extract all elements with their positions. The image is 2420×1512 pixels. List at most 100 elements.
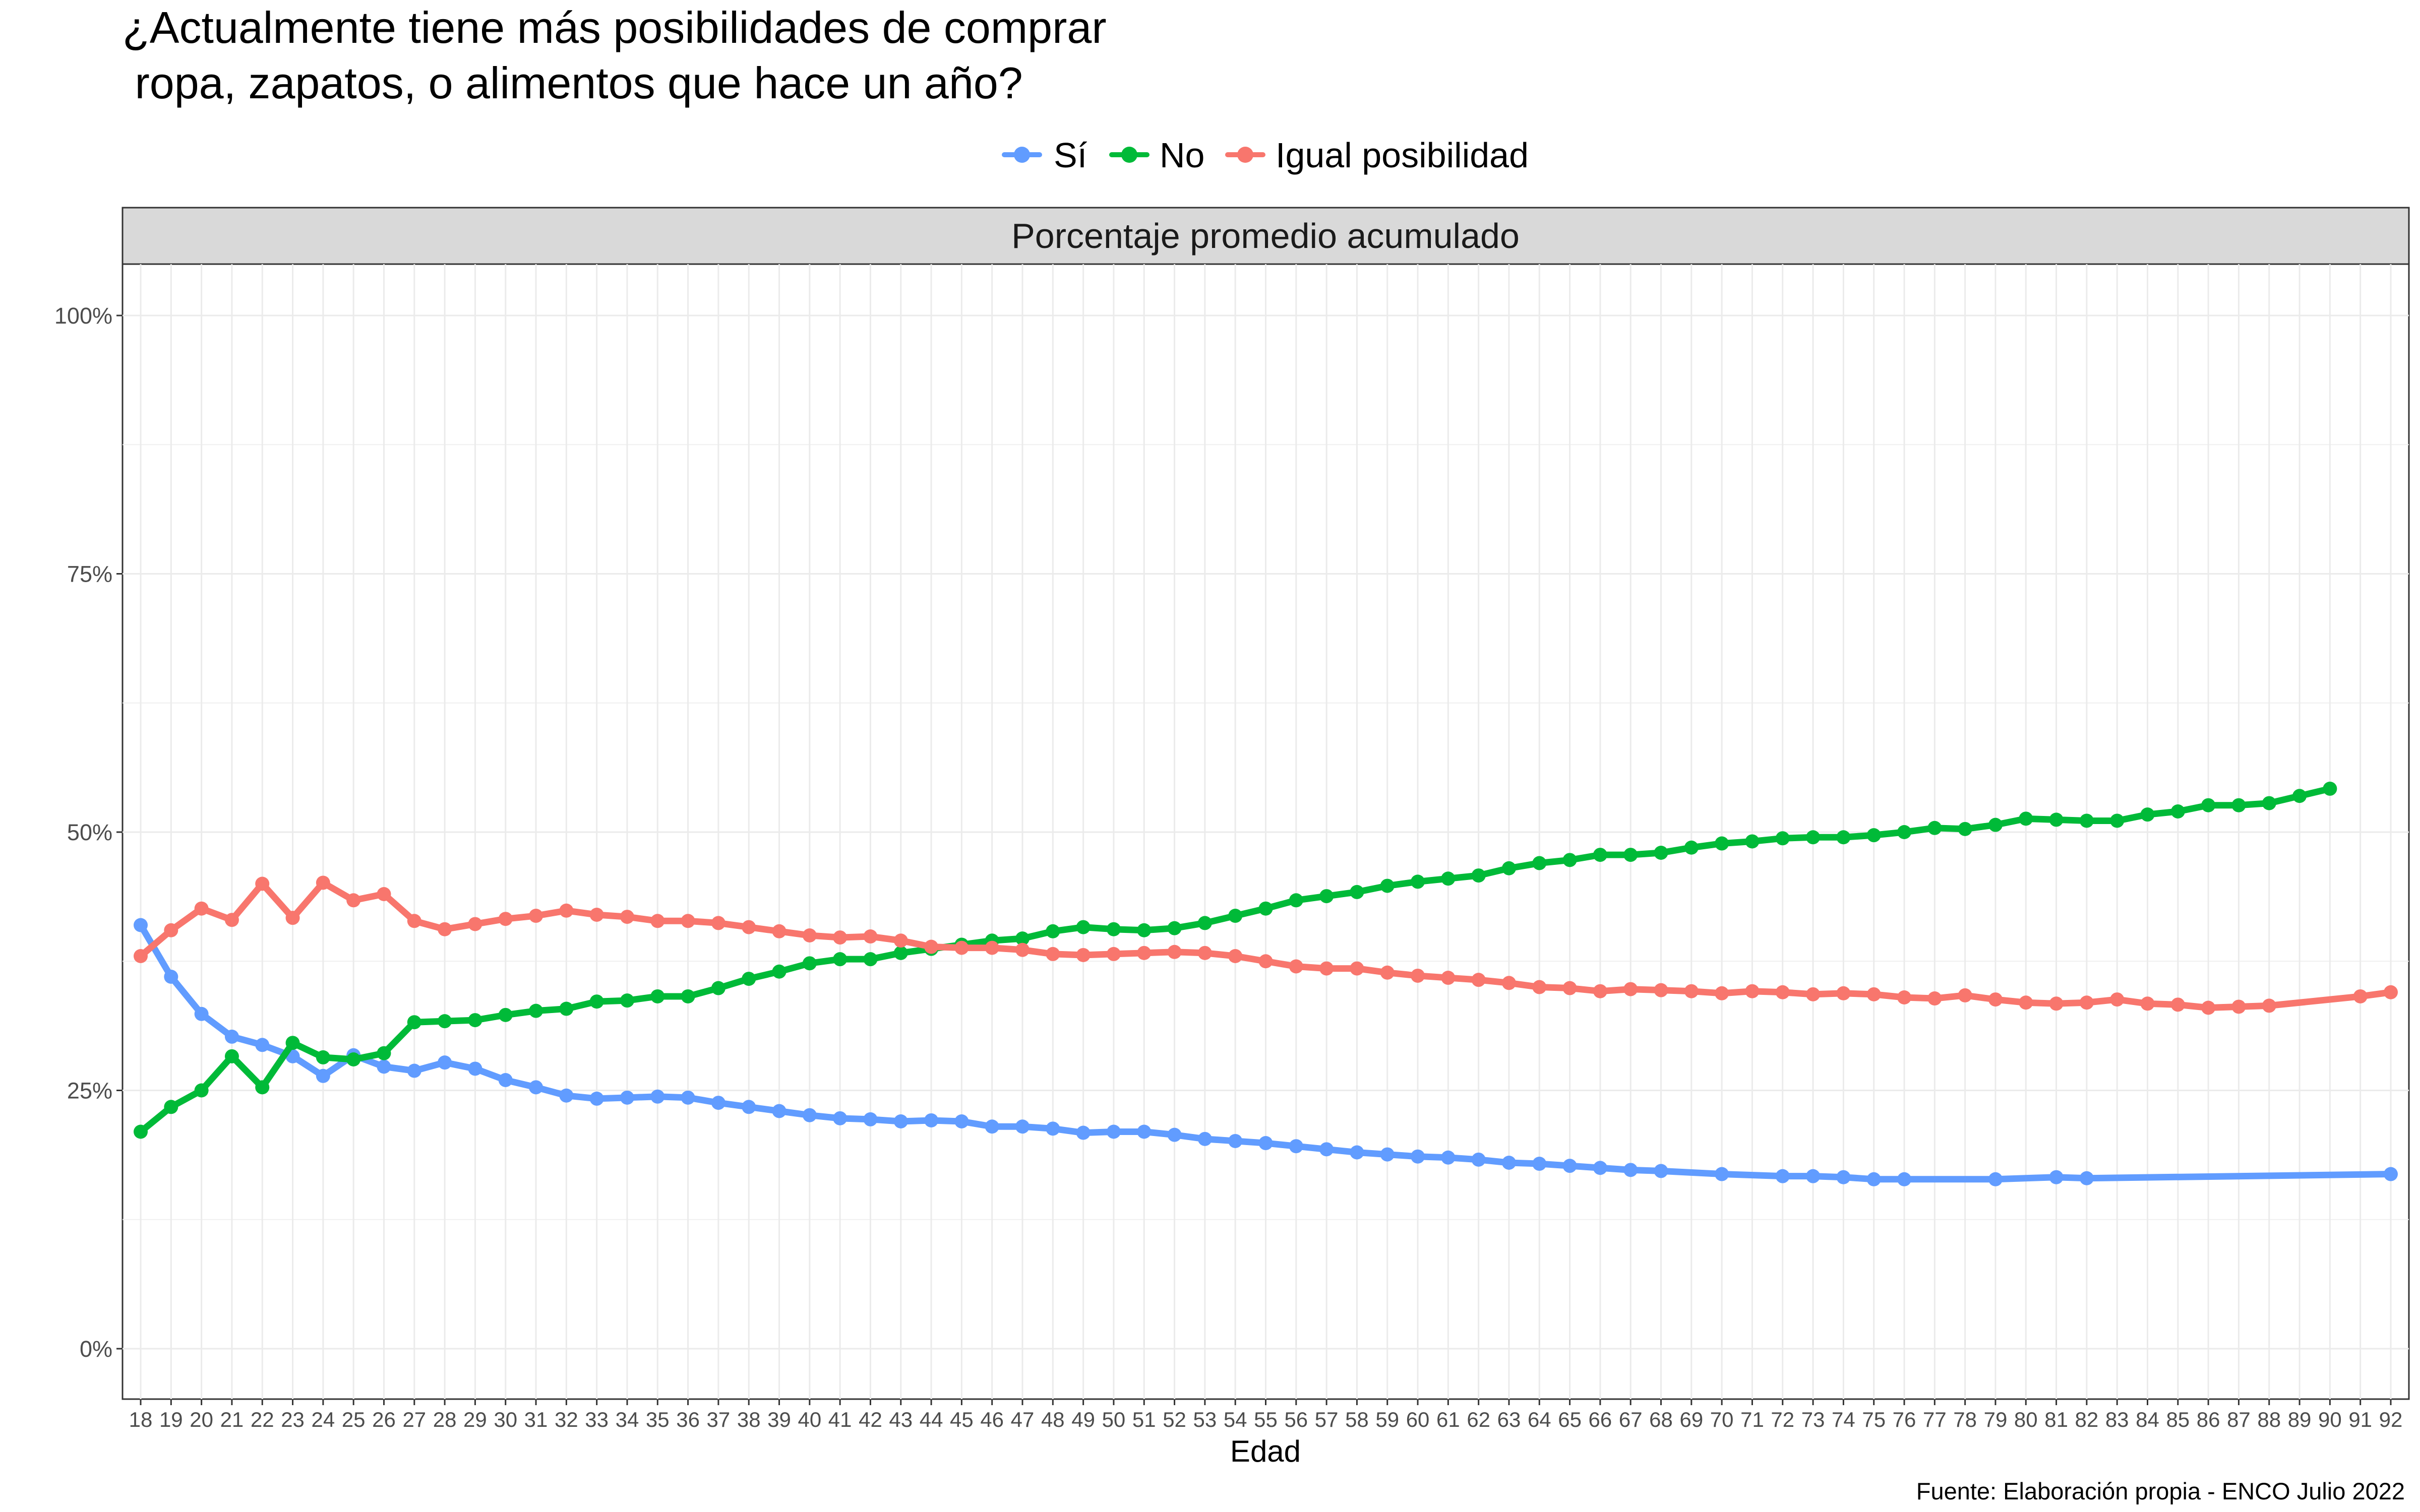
x-tick-label: 51: [1132, 1408, 1156, 1431]
x-tick-label: 31: [524, 1408, 548, 1431]
x-tick-label: 57: [1315, 1408, 1339, 1431]
data-point: [1532, 1157, 1546, 1171]
x-tick-label: 26: [372, 1408, 396, 1431]
data-point: [2110, 992, 2124, 1006]
data-point: [529, 909, 543, 923]
legend-marker-no: [1121, 147, 1137, 163]
data-point: [2171, 804, 2185, 818]
data-point: [255, 1038, 269, 1052]
data-point: [803, 1108, 817, 1122]
data-point: [1563, 981, 1577, 995]
data-point: [1715, 837, 1729, 851]
data-point: [499, 1073, 513, 1087]
data-point: [1654, 846, 1668, 860]
chart-title-line-2: ropa, zapatos, o alimentos que hace un a…: [123, 58, 1023, 108]
data-point: [1015, 943, 1030, 957]
data-point: [1289, 893, 1303, 907]
data-point: [468, 917, 482, 931]
data-point: [924, 1113, 938, 1127]
data-point: [438, 922, 452, 936]
data-point: [1380, 1148, 1395, 1162]
legend: Sí No Igual posibilidad: [1004, 136, 1529, 175]
data-point: [1107, 922, 1121, 936]
data-point: [1684, 841, 1699, 855]
data-point: [1836, 830, 1850, 844]
x-tick-label: 47: [1011, 1408, 1035, 1431]
data-point: [2231, 999, 2246, 1014]
legend-item-no: No: [1112, 136, 1204, 175]
x-tick-label: 63: [1497, 1408, 1521, 1431]
x-tick-label: 65: [1558, 1408, 1582, 1431]
data-point: [559, 1089, 573, 1103]
data-point: [1076, 1126, 1091, 1140]
data-point: [2171, 997, 2185, 1012]
data-point: [316, 1050, 330, 1064]
data-point: [316, 1069, 330, 1083]
data-point: [894, 946, 908, 960]
y-tick-label: 50%: [67, 820, 112, 845]
data-point: [1441, 1151, 1455, 1165]
data-point: [1806, 830, 1820, 844]
data-point: [1411, 1150, 1425, 1164]
x-tick-label: 56: [1284, 1408, 1308, 1431]
data-point: [1836, 1170, 1850, 1184]
data-point: [1168, 921, 1182, 935]
data-point: [1472, 868, 1486, 883]
data-point: [590, 1092, 604, 1106]
x-tick-label: 81: [2044, 1408, 2068, 1431]
data-point: [1623, 848, 1638, 862]
data-point: [1441, 971, 1455, 985]
x-tick-label: 88: [2257, 1408, 2281, 1431]
legend-label-igual-posibilidad: Igual posibilidad: [1276, 136, 1529, 175]
x-tick-label: 91: [2348, 1408, 2372, 1431]
data-point: [225, 1030, 239, 1044]
data-point: [499, 1008, 513, 1022]
data-point: [742, 920, 756, 934]
data-point: [1502, 976, 1516, 990]
x-tick-label: 37: [707, 1408, 731, 1431]
data-point: [1593, 984, 1607, 998]
data-point: [1472, 1153, 1486, 1167]
source-caption: Fuente: Elaboración propia - ENCO Julio …: [1916, 1478, 2405, 1504]
data-point: [1988, 1172, 2003, 1186]
x-tick-label: 85: [2166, 1408, 2190, 1431]
data-point: [1411, 874, 1425, 889]
x-tick-label: 61: [1436, 1408, 1460, 1431]
data-point: [2201, 1001, 2215, 1015]
x-tick-label: 79: [1984, 1408, 2008, 1431]
data-point: [164, 970, 178, 984]
data-point: [985, 1119, 999, 1133]
chart-title-line-1: ¿Actualmente tiene más posibilidades de …: [123, 3, 1107, 52]
data-point: [742, 972, 756, 986]
data-point: [438, 1014, 452, 1028]
data-point: [1623, 982, 1638, 996]
x-tick-label: 70: [1710, 1408, 1734, 1431]
data-point: [2049, 996, 2064, 1011]
data-point: [863, 929, 877, 943]
data-point: [1776, 1169, 1790, 1183]
legend-marker-si: [1014, 147, 1030, 163]
data-point: [772, 965, 786, 979]
data-point: [1897, 825, 1911, 839]
x-tick-label: 68: [1649, 1408, 1673, 1431]
data-point: [195, 1007, 209, 1021]
x-tick-label: 89: [2288, 1408, 2312, 1431]
y-tick-label: 100%: [54, 303, 112, 329]
data-point: [681, 989, 695, 1003]
data-point: [1137, 946, 1151, 960]
data-point: [1897, 990, 1911, 1004]
x-tick-label: 92: [2379, 1408, 2403, 1431]
x-tick-label: 77: [1923, 1408, 1947, 1431]
x-tick-label: 53: [1193, 1408, 1217, 1431]
x-tick-label: 59: [1375, 1408, 1399, 1431]
data-point: [590, 994, 604, 1009]
data-point: [1259, 954, 1273, 968]
data-point: [2141, 807, 2155, 822]
x-tick-label: 36: [676, 1408, 700, 1431]
x-tick-label: 21: [220, 1408, 244, 1431]
data-point: [2262, 796, 2276, 810]
x-tick-label: 32: [555, 1408, 578, 1431]
data-point: [1441, 871, 1455, 886]
data-point: [1988, 992, 2003, 1006]
